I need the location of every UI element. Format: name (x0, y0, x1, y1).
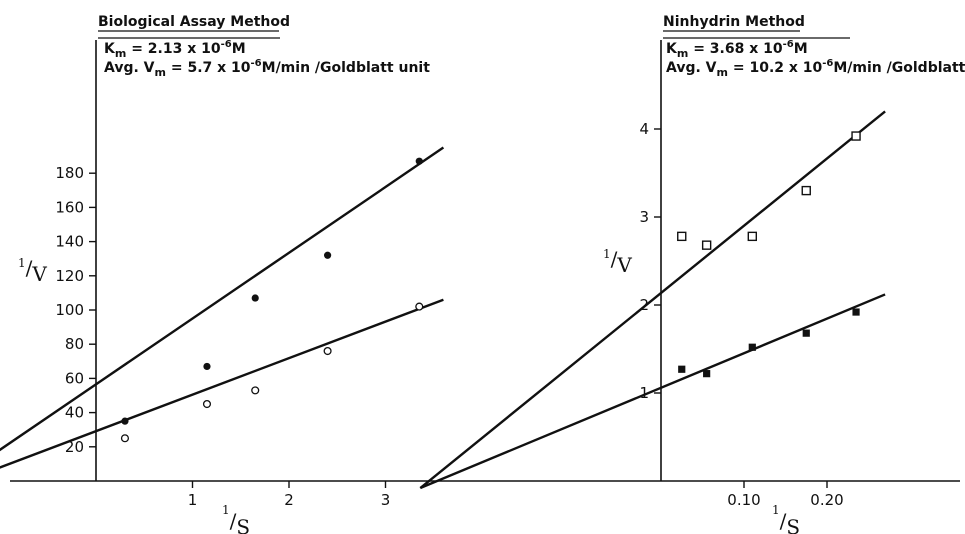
data-point-filled-circle (203, 362, 211, 371)
y-tick-label: 180 (55, 164, 84, 182)
x-tick-label: 3 (381, 491, 391, 509)
data-point-filled-square (678, 365, 686, 373)
data-point-filled-square (703, 370, 711, 378)
data-point-open-circle (415, 302, 424, 311)
x-tick-label: 0.10 (727, 491, 760, 509)
right-plot-area: 1 2 3 4 0.10 0.20 (419, 110, 886, 509)
left-km-text: Km = 2.13 x 10-6M (104, 39, 246, 60)
y-tick-label: 2 (639, 296, 649, 314)
right-vm-text: Avg. Vm = 10.2 x 10-6M/min /Goldblatt un… (666, 58, 965, 79)
fit-line (0, 146, 445, 452)
data-point-filled-circle (415, 157, 423, 165)
data-point-open-circle (202, 399, 212, 409)
data-point-open-square (701, 240, 712, 250)
left-title: Biological Assay Method (98, 14, 290, 30)
right-x-label: 1/S (772, 503, 800, 534)
left-vm-text: Avg. Vm = 5.7 x 10-6M/min /Goldblatt uni… (104, 58, 430, 79)
y-tick-label: 120 (55, 267, 84, 285)
y-tick-label: 40 (65, 404, 84, 422)
y-tick-label: 3 (639, 208, 649, 226)
y-tick-label: 160 (55, 198, 84, 216)
left-y-label: 1/V (18, 256, 47, 286)
data-point-open-circle (323, 346, 332, 356)
data-point-filled-square (748, 343, 756, 351)
right-km-text: Km = 3.68 x 10-6M (666, 39, 808, 60)
right-y-label: 1/V (603, 247, 632, 277)
data-point-open-square (801, 185, 811, 196)
fit-line (0, 298, 444, 469)
y-tick-label: 1 (639, 384, 649, 402)
data-point-open-square (747, 231, 757, 242)
data-point-filled-circle (324, 251, 332, 259)
y-tick-label: 60 (65, 369, 84, 387)
y-tick-label: 100 (55, 301, 84, 319)
y-tick-label: 140 (55, 233, 84, 251)
right-title: Ninhydrin Method (663, 14, 805, 30)
data-point-open-circle (120, 434, 129, 443)
x-tick-label: 0.20 (810, 491, 843, 509)
left-x-label: 1/S (222, 503, 250, 534)
fit-line (419, 110, 886, 489)
data-point-filled-square (802, 329, 810, 337)
data-point-open-square (677, 231, 687, 242)
x-tick-label: 1 (188, 491, 198, 509)
data-point-open-square (851, 131, 861, 141)
data-point-filled-square (852, 308, 860, 316)
y-tick-label: 80 (65, 335, 84, 353)
data-point-filled-circle (251, 294, 259, 302)
panel-biological-assay: Biological Assay Method Km = 2.13 x 10-6… (0, 14, 445, 534)
fit-line (419, 293, 886, 490)
x-tick-label: 2 (284, 491, 294, 509)
data-point-open-circle (251, 386, 260, 395)
y-tick-label: 4 (639, 120, 649, 138)
panel-ninhydrin: Ninhydrin Method Km = 3.68 x 10-6M Avg. … (419, 14, 965, 534)
